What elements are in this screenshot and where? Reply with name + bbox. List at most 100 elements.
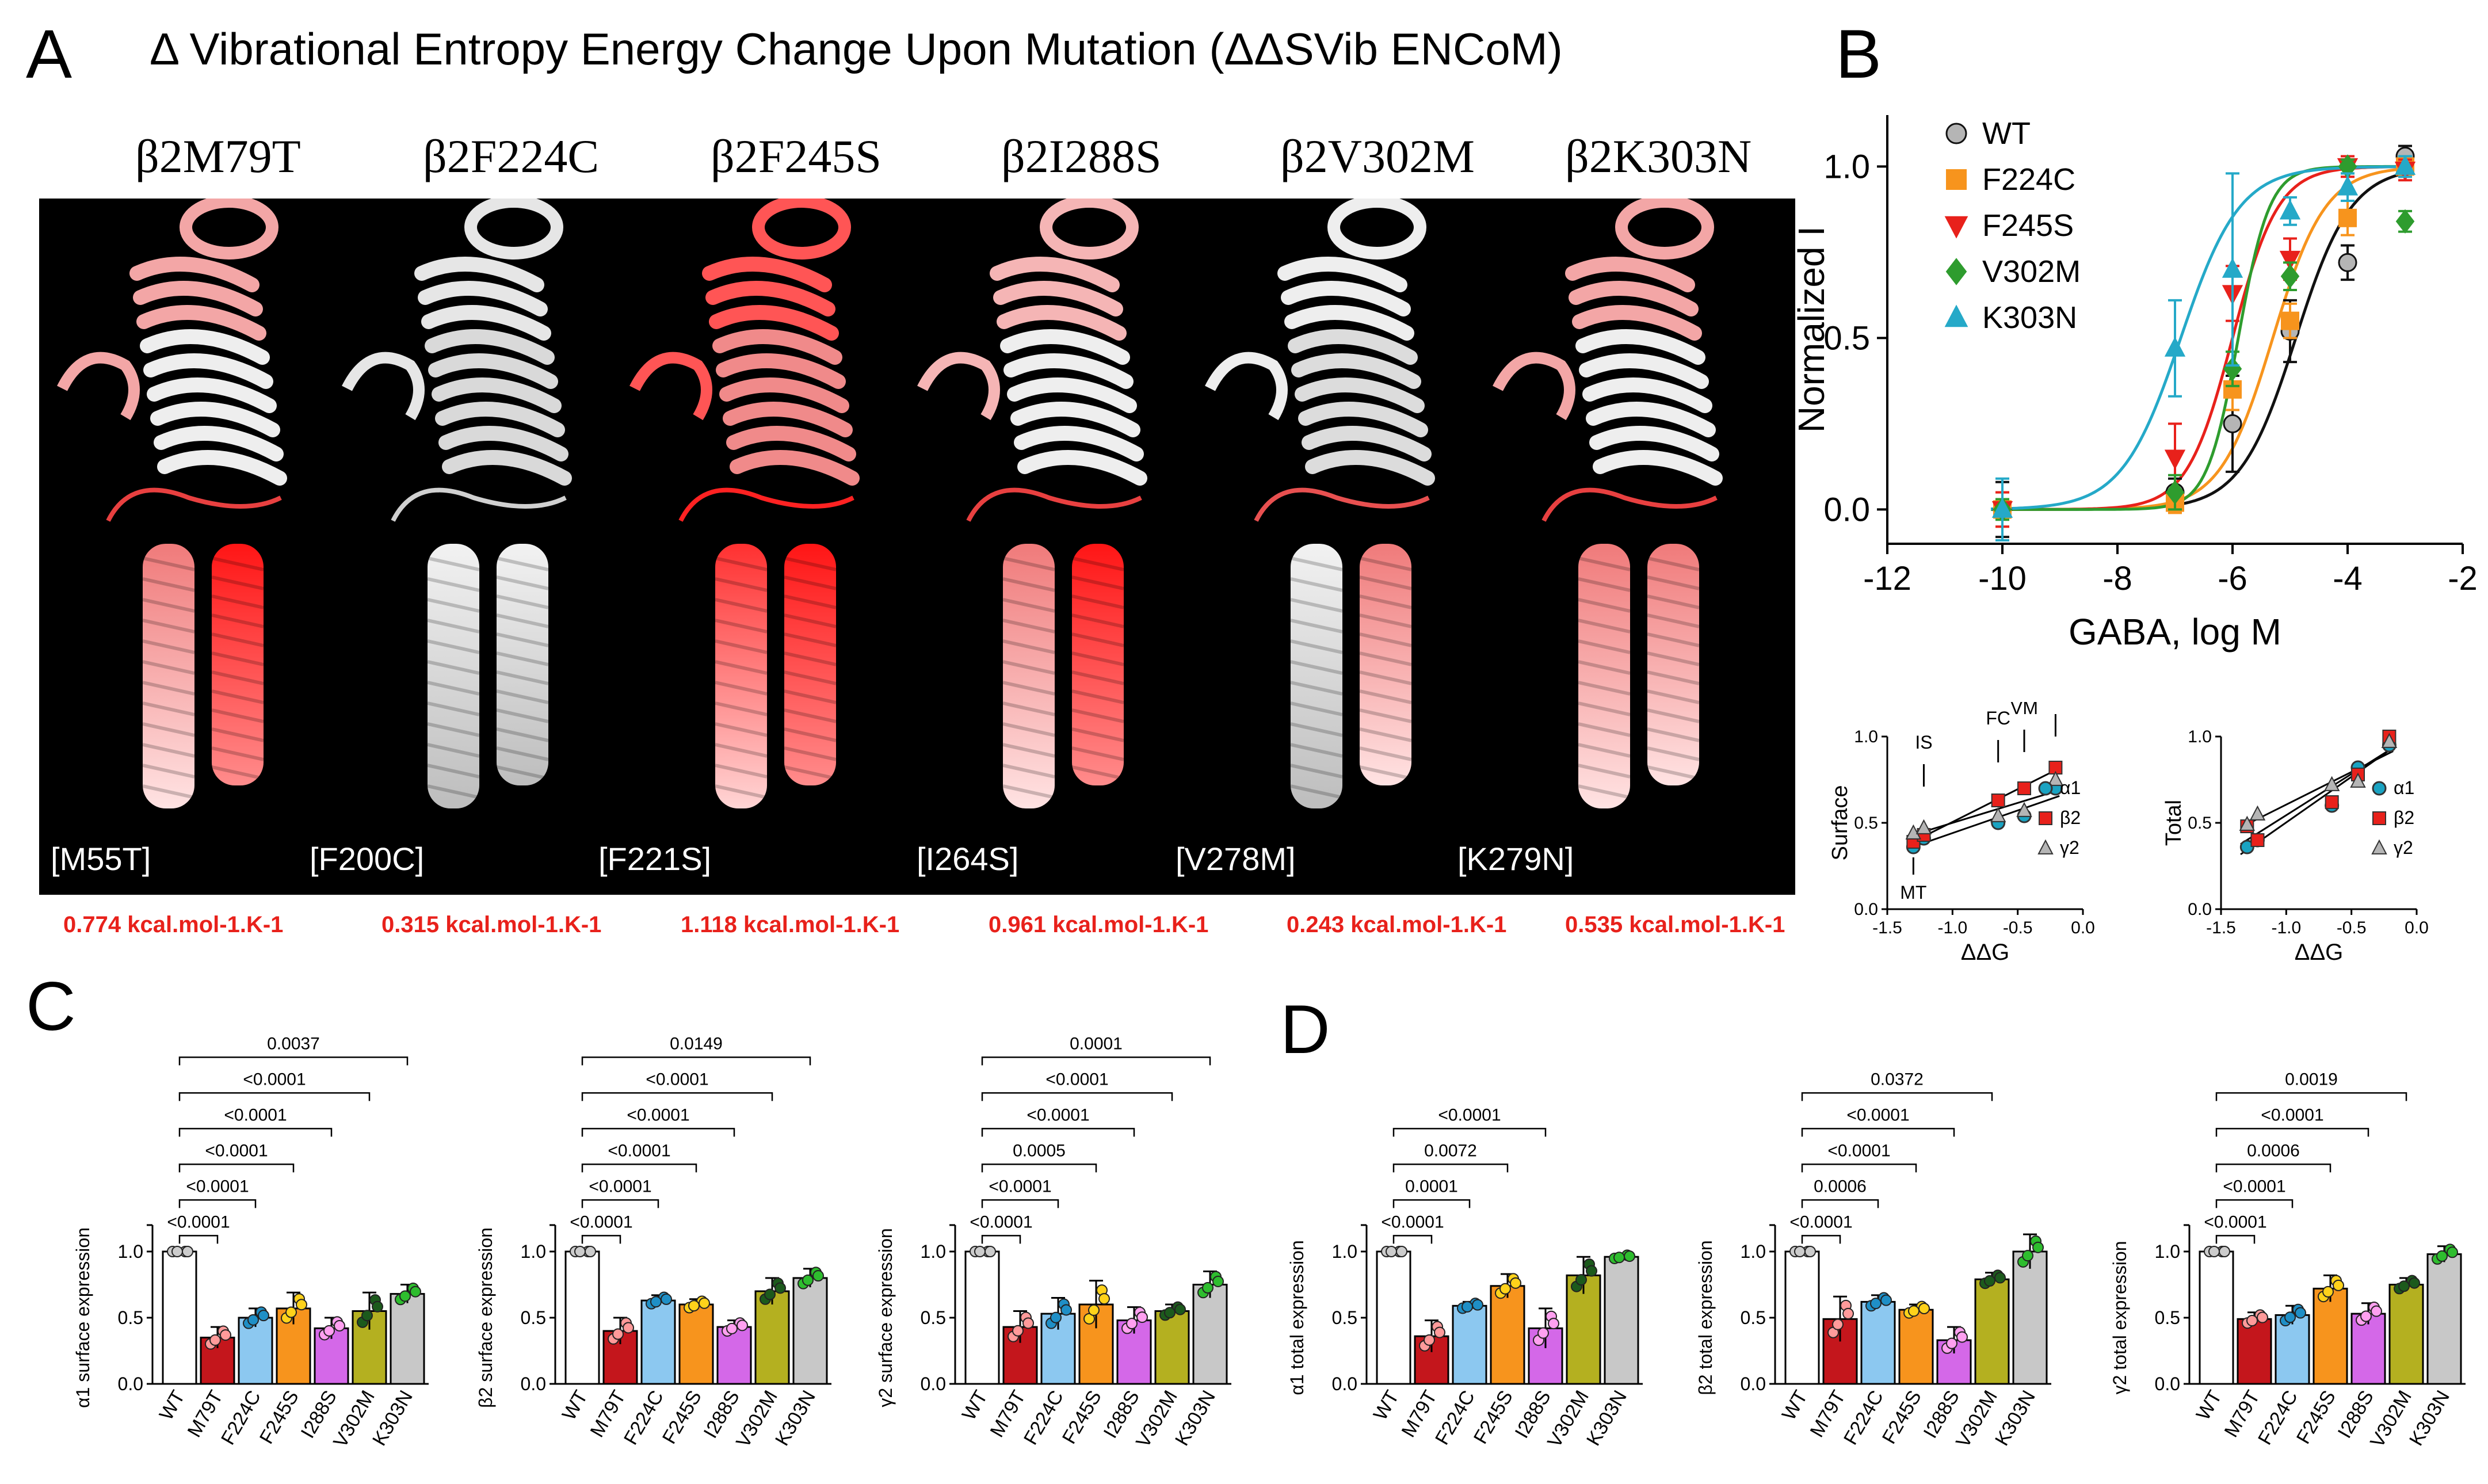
y-tick-label: 0.5 (2188, 814, 2212, 833)
bar-V302M (1974, 1278, 2010, 1385)
y-tick-label: 0.5 (118, 1307, 143, 1328)
helix-stripe (496, 765, 549, 780)
proxy-label: [F200C] (310, 841, 425, 877)
y-tick-label: 0.0 (1741, 1374, 1766, 1394)
helix-stripe (496, 556, 549, 571)
replicate-point (574, 1246, 586, 1257)
beta-strand (1589, 426, 1719, 461)
bar-F224C (640, 1299, 676, 1385)
helix-stripe (1071, 708, 1124, 723)
p-value-label: <0.0001 (2204, 1212, 2266, 1231)
helix-stripe (1647, 746, 1700, 761)
significance-bracket (1392, 1128, 1547, 1137)
helix-stripe (715, 556, 768, 571)
y-axis-label: α1 total expression (1287, 1240, 1307, 1395)
bar-M79T (2237, 1318, 2272, 1385)
replicate-point (737, 1319, 748, 1332)
significance-bracket (1801, 1163, 1917, 1173)
panel-letter-b: B (1836, 16, 1882, 93)
helix-stripe (1359, 651, 1412, 666)
linker-loop (966, 487, 1142, 522)
replicate-point (612, 1328, 624, 1340)
helix-stripe (1071, 765, 1124, 780)
replicate-point (802, 1274, 814, 1286)
y-tick-label: 1.0 (1332, 1241, 1357, 1262)
fit-curve-K303N (1990, 165, 2405, 510)
helix-stripe (1359, 670, 1412, 685)
beta-strand (154, 426, 284, 461)
replicate-point (812, 1270, 824, 1282)
helix-stripe (427, 701, 480, 716)
replicate-point (1164, 1307, 1176, 1319)
data-point-K303N (2164, 337, 2186, 357)
significance-bracket (178, 1128, 333, 1137)
p-value-label: 0.0006 (2247, 1141, 2300, 1160)
replicate-point (2246, 1315, 2258, 1327)
helix-stripe (1647, 594, 1700, 609)
helix-stripe (1002, 660, 1055, 675)
helix-stripe (1578, 764, 1631, 779)
beta-strand (705, 281, 835, 316)
beta-strand (1014, 426, 1144, 461)
panel-letter-a: A (26, 16, 72, 93)
bar-WT (162, 1250, 197, 1385)
tm-helix (143, 544, 194, 808)
replicate-point (1548, 1318, 1559, 1330)
replicate-point (2371, 1305, 2382, 1317)
beta-strand (435, 402, 565, 437)
tm-helix (212, 544, 264, 785)
x-tick-label: F245S (1878, 1387, 1926, 1448)
significance-bracket (1392, 1235, 1433, 1244)
p-value-label: <0.0001 (186, 1177, 249, 1196)
beta-strand (1288, 329, 1418, 365)
replicate-point (1575, 1274, 1587, 1286)
x-tick-label: -0.5 (2003, 918, 2033, 937)
helix-stripe (784, 765, 837, 780)
structure-model (917, 195, 1147, 808)
beta-strand (442, 450, 572, 486)
significance-bracket (178, 1199, 257, 1208)
x-tick-label: WT (958, 1387, 992, 1424)
data-point-WT (2338, 253, 2357, 272)
scatter-point-γ2 (1990, 807, 2006, 822)
helix-stripe (1578, 701, 1631, 716)
helix-stripe (1359, 746, 1412, 761)
replicate-point (1461, 1300, 1473, 1313)
beta-strand (1593, 450, 1723, 486)
legend-marker (2038, 781, 2053, 796)
significance-bracket (2215, 1235, 2256, 1244)
helix-stripe (1647, 765, 1700, 780)
regression-line (1906, 767, 2060, 846)
helix-stripe (715, 660, 768, 675)
beta-strand (136, 305, 266, 341)
beta-loop (1493, 352, 1575, 421)
replicate-point (1472, 1299, 1483, 1311)
significance-bracket (2215, 1128, 2369, 1137)
helix-stripe (1578, 639, 1631, 654)
beta-loop (342, 352, 425, 421)
significance-bracket (1392, 1199, 1471, 1208)
helix-stripe (211, 594, 264, 609)
beta-strand (993, 281, 1123, 316)
linker-loop (678, 487, 854, 522)
replicate-point (1022, 1317, 1034, 1329)
annotation-label: IS (1915, 732, 1932, 753)
helix-coil (1040, 195, 1139, 260)
replicate-point (1136, 1311, 1148, 1323)
p-value-label: 0.0001 (1405, 1177, 1458, 1196)
x-tick-label: -6 (2218, 560, 2247, 597)
helix-stripe (1578, 619, 1631, 634)
mutant-title: β2F245S (711, 130, 882, 182)
surface-ddg-chart: 0.0 0.5 1.0 -1.5 -1.0 -0.5 0.0 ΔΔG Surface α1 β2 γ2… (1828, 702, 2095, 965)
replicate-point (2208, 1246, 2220, 1257)
helix-stripe (784, 689, 837, 704)
a1-total-chart: 0.00.51.0α1 total expressionWTM79TF224CF… (1287, 1105, 1643, 1451)
bar-K303N (2012, 1250, 2048, 1385)
replicate-point (1537, 1327, 1549, 1339)
x-tick-label: 0.0 (2405, 918, 2429, 937)
x-tick-label: F245S (2292, 1387, 2340, 1448)
legend-label: α1 (2394, 777, 2414, 798)
beta-strand (990, 257, 1120, 292)
scatter-point-β2 (2017, 781, 2031, 795)
helix-stripe (1002, 722, 1055, 737)
